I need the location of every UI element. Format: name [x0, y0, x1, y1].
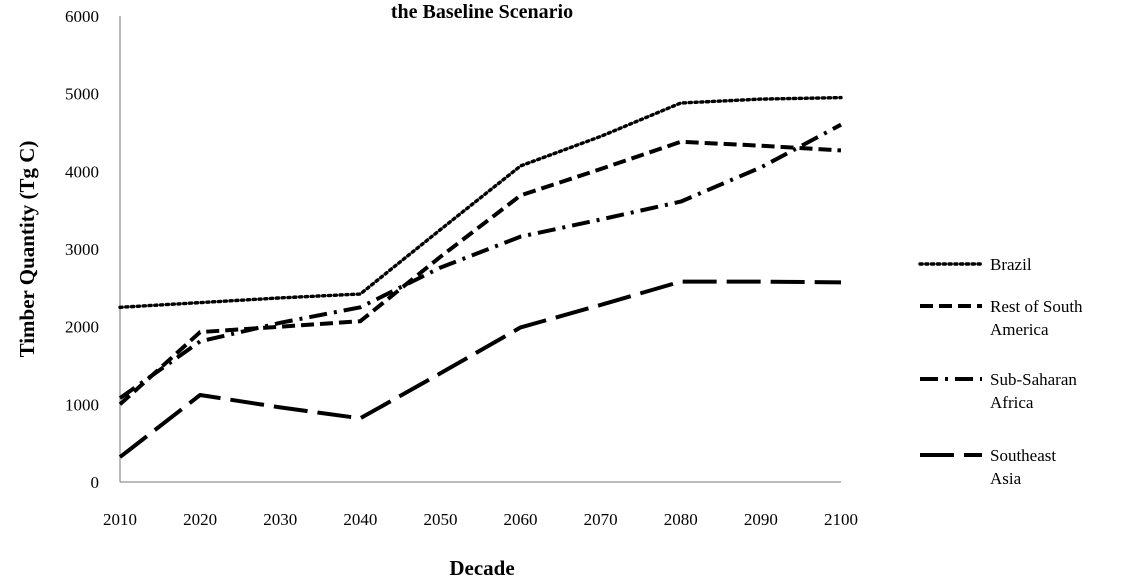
- x-tick-labels: 2010 2020 2030 2040 2050 2060 2070 2080 2090 2100: [103, 510, 858, 529]
- series-line-rest-of-south-america: [118, 139, 842, 406]
- y-axis-label: Timber Quantity (Tg C): [15, 141, 39, 358]
- x-tick-label: 2100: [824, 510, 858, 529]
- legend-label: Sub-Saharan: [990, 370, 1077, 389]
- x-tick-label: 2030: [263, 510, 297, 529]
- x-tick-label: 2050: [423, 510, 457, 529]
- x-tick-label: 2010: [103, 510, 137, 529]
- series-line-brazil: [118, 95, 843, 309]
- x-tick-label: 2070: [584, 510, 618, 529]
- y-tick-label: 3000: [65, 240, 99, 259]
- series-line-southeast-asia: [118, 279, 842, 459]
- legend: Brazil Rest of South America Sub-Saharan Afr…: [918, 255, 1083, 488]
- legend-label: Asia: [990, 469, 1022, 488]
- legend-label: Southeast: [990, 446, 1056, 465]
- y-tick-label: 6000: [65, 7, 99, 26]
- y-tick-label: 1000: [65, 395, 99, 414]
- legend-label: Brazil: [990, 255, 1032, 274]
- x-tick-label: 2060: [504, 510, 538, 529]
- chart-title: the Baseline Scenario: [391, 1, 573, 23]
- legend-label: Rest of South: [990, 297, 1083, 316]
- series-lines: [118, 95, 843, 459]
- y-tick-labels: 0 1000 2000 3000 4000 5000 6000: [65, 7, 99, 492]
- legend-label: Africa: [990, 393, 1034, 412]
- legend-label: America: [990, 320, 1049, 339]
- series-line-sub-saharan-africa: [118, 122, 842, 400]
- y-tick-label: 2000: [65, 318, 99, 337]
- y-tick-label: 4000: [65, 162, 99, 181]
- y-tick-label: 0: [91, 473, 100, 492]
- x-tick-label: 2040: [343, 510, 377, 529]
- x-tick-label: 2090: [744, 510, 778, 529]
- y-tick-label: 5000: [65, 85, 99, 104]
- x-axis-label: Decade: [449, 556, 514, 580]
- x-tick-label: 2020: [183, 510, 217, 529]
- x-tick-label: 2080: [664, 510, 698, 529]
